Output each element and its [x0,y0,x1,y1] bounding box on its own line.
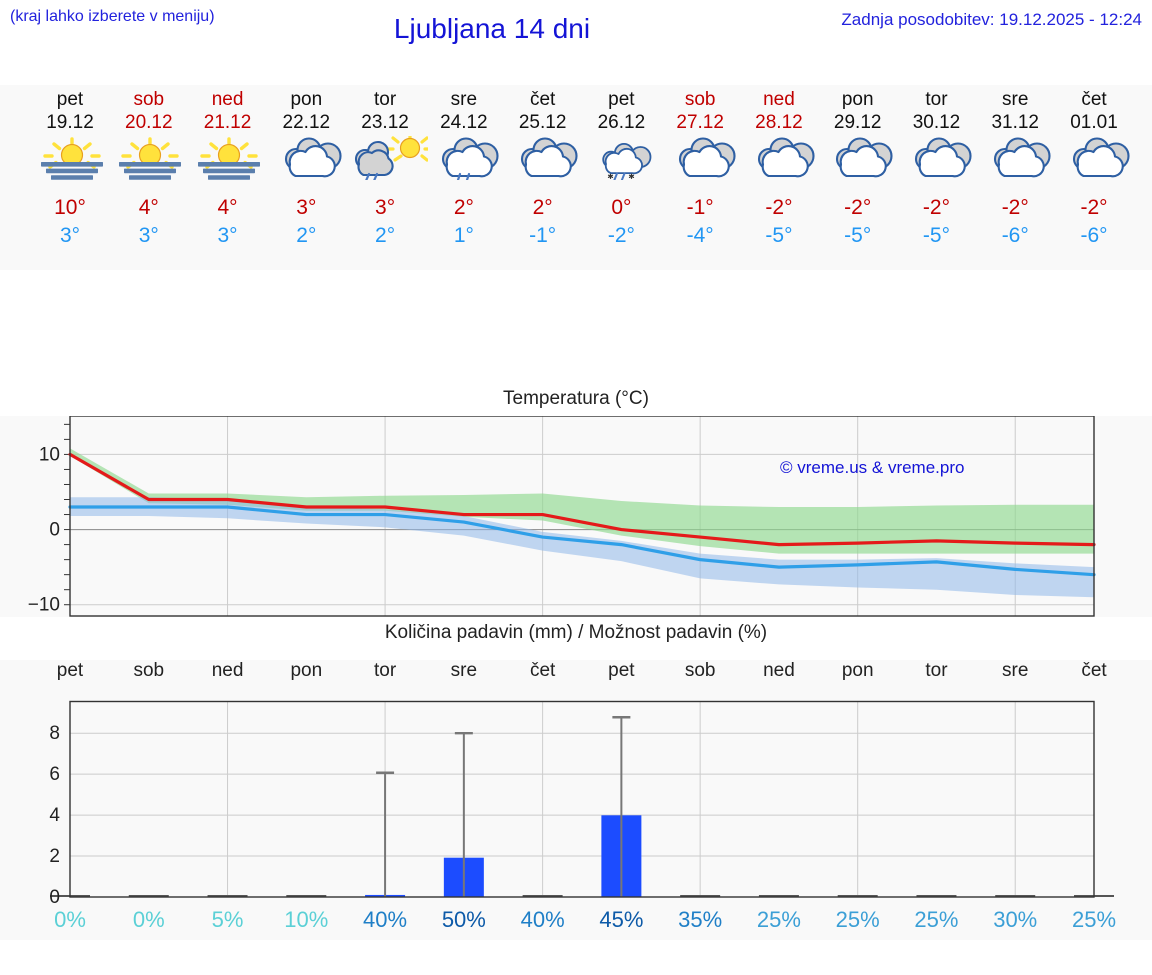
svg-text:0: 0 [49,520,60,541]
svg-text:pet: pet [608,660,635,681]
svg-text:40%: 40% [363,907,407,932]
svg-text:50%: 50% [442,907,486,932]
svg-text:25%: 25% [757,907,801,932]
svg-text:45%: 45% [599,907,643,932]
svg-text:25%: 25% [1072,907,1116,932]
svg-text:sre: sre [451,660,477,681]
svg-text:pon: pon [290,660,322,681]
svg-text:© vreme.us & vreme.pro: © vreme.us & vreme.pro [780,458,964,477]
svg-text:−10: −10 [28,595,60,616]
svg-text:6: 6 [49,764,60,785]
svg-text:ned: ned [763,660,795,681]
svg-text:40%: 40% [521,907,565,932]
svg-text:sob: sob [685,660,716,681]
svg-text:pon: pon [842,660,874,681]
svg-text:0%: 0% [133,907,165,932]
svg-text:tor: tor [374,660,397,681]
svg-text:2: 2 [49,846,60,867]
svg-text:10: 10 [39,444,60,465]
svg-text:25%: 25% [914,907,958,932]
svg-text:0%: 0% [54,907,86,932]
svg-text:4: 4 [49,805,60,826]
svg-text:35%: 35% [678,907,722,932]
svg-text:sre: sre [1002,660,1028,681]
svg-text:5%: 5% [212,907,244,932]
svg-text:25%: 25% [836,907,880,932]
svg-text:sob: sob [133,660,164,681]
svg-text:čet: čet [1081,660,1107,681]
svg-text:ned: ned [212,660,244,681]
svg-text:30%: 30% [993,907,1037,932]
svg-text:pet: pet [57,660,84,681]
svg-text:0: 0 [49,887,60,908]
svg-text:8: 8 [49,723,60,744]
svg-text:10%: 10% [284,907,328,932]
svg-text:čet: čet [530,660,556,681]
svg-text:tor: tor [925,660,948,681]
